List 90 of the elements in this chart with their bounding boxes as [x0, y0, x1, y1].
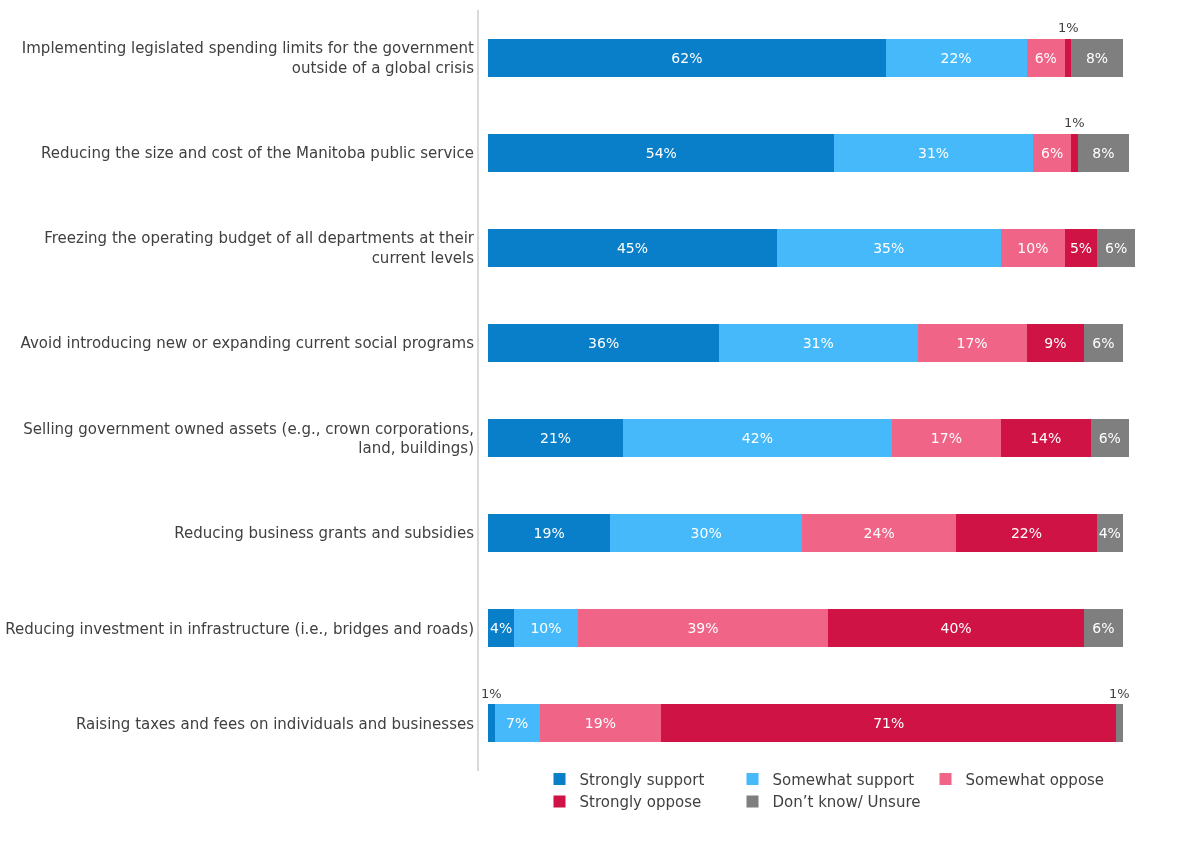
data-label: 6% — [1092, 334, 1115, 351]
y-tick-label: Reducing investment in infrastructure (i.e., bridges and roads) — [5, 619, 474, 638]
bar — [802, 514, 957, 553]
data-label: 1% — [1058, 20, 1079, 35]
data-label: 8% — [1085, 49, 1109, 66]
bar — [488, 38, 886, 77]
bar — [1077, 133, 1130, 172]
data-label: 36% — [588, 334, 620, 351]
data-label: 21% — [540, 430, 572, 447]
bar — [891, 419, 1001, 458]
bar — [1000, 228, 1065, 267]
bar — [578, 609, 828, 648]
data-label: 4% — [1098, 525, 1121, 542]
bar — [622, 419, 892, 458]
legend-label: Somewhat support — [772, 770, 915, 789]
data-label: 9% — [1044, 334, 1067, 351]
data-label: 22% — [1010, 525, 1043, 542]
bar — [539, 704, 662, 743]
y-tick-label: Reducing the size and cost of the Manitoba public service — [41, 143, 474, 162]
bar — [1026, 38, 1065, 77]
bar — [834, 133, 1033, 172]
bar — [776, 228, 1001, 267]
data-label: 42% — [741, 430, 773, 447]
data-label: 17% — [956, 334, 988, 351]
bar — [488, 228, 777, 267]
legend-label: Strongly support — [579, 770, 705, 789]
data-label: 7% — [506, 715, 529, 732]
data-label: 1% — [1109, 686, 1130, 701]
bar — [488, 704, 495, 743]
data-label: 19% — [533, 525, 565, 542]
bar — [1084, 609, 1123, 648]
data-label: 40% — [940, 620, 972, 637]
y-tick-label: Freezing the operating budget of all departments at their current levels — [44, 229, 475, 267]
data-label: 6% — [1034, 49, 1057, 66]
bar — [661, 704, 1117, 743]
bar — [488, 323, 719, 362]
y-tick-label: Avoid introducing new or expanding current social programs — [20, 334, 475, 353]
bar — [1071, 133, 1078, 172]
bar — [827, 609, 1085, 648]
bar — [956, 514, 1098, 553]
y-tick-label: Reducing business grants and subsidies — [174, 524, 475, 543]
bar — [718, 323, 918, 362]
data-label: 45% — [616, 239, 649, 256]
data-label: 6% — [1092, 620, 1115, 637]
data-label: 4% — [490, 620, 513, 637]
bar — [917, 323, 1027, 362]
bar — [610, 514, 803, 553]
bar — [1000, 419, 1091, 458]
data-label: 35% — [873, 239, 905, 256]
data-label: 10% — [1017, 239, 1049, 256]
legend-label: Somewhat oppose — [965, 770, 1105, 789]
bar — [513, 609, 578, 648]
bar — [1090, 419, 1130, 458]
data-label: 10% — [530, 620, 562, 637]
legend-label: Don’t know/ Unsure — [772, 793, 921, 812]
bar — [1026, 323, 1085, 362]
bar — [1032, 133, 1072, 172]
data-label: 19% — [584, 715, 616, 732]
data-label: 71% — [873, 715, 905, 732]
data-label: 1% — [1064, 115, 1085, 130]
data-label: 6% — [1098, 430, 1121, 447]
data-label: 39% — [687, 620, 719, 637]
bar — [885, 38, 1027, 77]
data-label: 17% — [930, 430, 962, 447]
data-label: 31% — [918, 144, 950, 161]
data-label: 54% — [645, 144, 677, 161]
bar — [1064, 38, 1072, 77]
data-label: 24% — [863, 525, 895, 542]
bar — [1084, 323, 1123, 362]
data-label: 5% — [1069, 239, 1093, 256]
bar — [488, 419, 623, 458]
y-tick-label: Implementing legislated spending limits for the government outside of a global crisis — [21, 39, 475, 77]
data-label: 6% — [1041, 144, 1064, 161]
data-label: 14% — [1030, 430, 1062, 447]
legend-label: Strongly oppose — [579, 793, 702, 812]
bar — [488, 133, 835, 172]
data-label: 30% — [690, 525, 722, 542]
data-label: 62% — [671, 49, 703, 66]
bar — [1071, 38, 1123, 77]
bar — [1097, 228, 1136, 267]
bar — [1116, 704, 1123, 743]
data-label: 1% — [481, 686, 502, 701]
bar — [488, 514, 611, 553]
data-label: 31% — [802, 334, 834, 351]
data-label: 8% — [1092, 144, 1115, 161]
data-label: 6% — [1105, 239, 1128, 256]
data-label: 22% — [940, 49, 972, 66]
bar — [494, 704, 540, 743]
y-tick-label: Selling government owned assets (e.g., crown corporations, land, buildings) — [23, 419, 474, 458]
y-tick-label: Raising taxes and fees on individuals and businesses — [75, 714, 475, 733]
